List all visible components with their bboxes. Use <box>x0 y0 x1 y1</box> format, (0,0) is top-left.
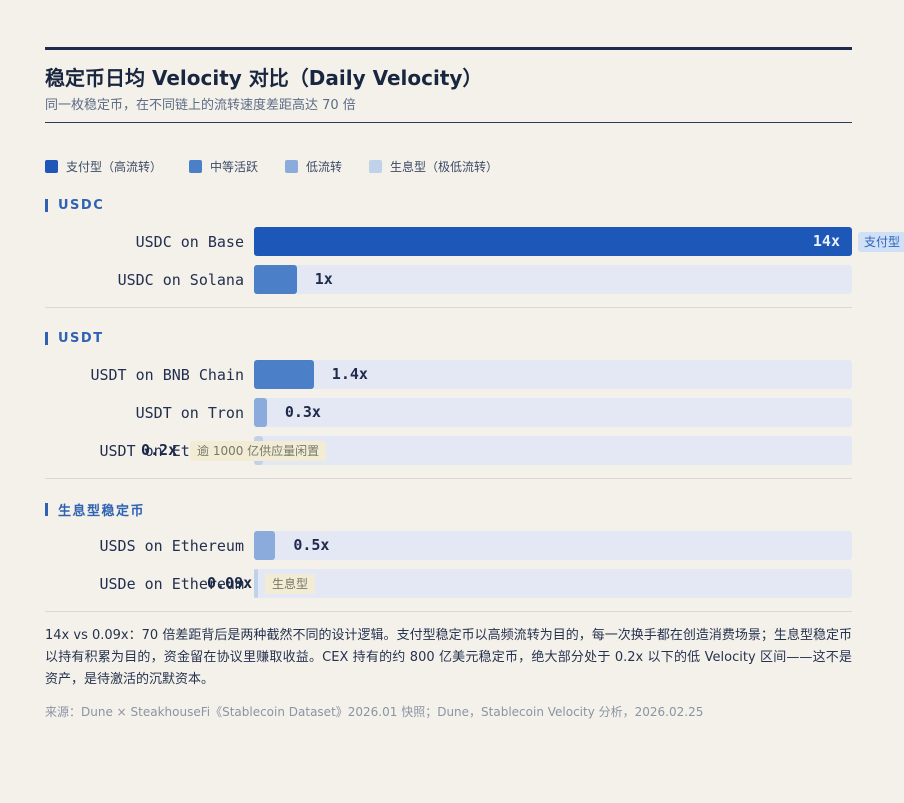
chart-card: 稳定币日均 Velocity 对比（Daily Velocity） 同一枚稳定币… <box>0 47 904 720</box>
bar-track <box>254 436 852 465</box>
bar-row-usde-ethereum: USDe on Ethereum 0.09x 生息型 <box>45 569 852 598</box>
section-accent-bar <box>45 502 48 516</box>
bar-row-usdc-base: USDC on Base 14x 支付型 <box>45 227 904 256</box>
bar-row-usdt-tron: USDT on Tron 0.3x <box>45 398 852 427</box>
legend-swatch-verylow <box>369 160 383 173</box>
section-title: 生息型稳定币 <box>58 503 146 519</box>
bar-row-usdt-bnb: USDT on BNB Chain 1.4x <box>45 360 852 389</box>
legend-item-verylow: 生息型（极低流转） <box>369 158 498 175</box>
velocity-bar <box>254 569 258 598</box>
section-header: USDC <box>45 197 852 213</box>
velocity-bar <box>254 398 267 427</box>
legend-swatch-payment <box>45 160 58 173</box>
bar-value-label: 14x <box>812 232 840 250</box>
legend: 支付型（高流转） 中等活跃 低流转 生息型（极低流转） <box>45 158 852 175</box>
footer-note: 14x vs 0.09x：70 倍差距背后是两种截然不同的设计逻辑。支付型稳定币… <box>45 628 852 687</box>
legend-label: 低流转 <box>306 160 343 174</box>
row-label: USDC on Base <box>135 232 244 251</box>
velocity-bar: 14x <box>254 227 852 256</box>
page-title: 稳定币日均 Velocity 对比（Daily Velocity） <box>45 66 483 90</box>
bar-value-label: 1.4x <box>331 365 368 383</box>
section-accent-bar <box>45 198 48 212</box>
section-title: USDC <box>58 197 105 213</box>
section-usdc: USDC USDC on Base 14x 支付型 USDC on Solana… <box>45 197 904 294</box>
section-divider <box>45 478 852 479</box>
bar-row-usdc-solana: USDC on Solana 1x <box>45 265 852 294</box>
section-yield: 生息型稳定币 USDS on Ethereum 0.5x USDe on Eth… <box>45 501 852 598</box>
section-header: 生息型稳定币 <box>45 501 852 519</box>
row-label: USDe on Ethereum <box>99 574 245 593</box>
section-usdt: USDT USDT on BNB Chain 1.4x USDT on Tron… <box>45 330 852 465</box>
header-divider <box>45 122 852 123</box>
footer-divider <box>45 611 852 612</box>
legend-item-low: 低流转 <box>285 158 342 175</box>
legend-item-medium: 中等活跃 <box>189 158 258 175</box>
velocity-bar <box>254 265 297 294</box>
bar-track: 0.3x <box>254 398 852 427</box>
legend-label: 中等活跃 <box>210 160 259 174</box>
legend-label: 生息型（极低流转） <box>390 160 499 174</box>
velocity-bar <box>254 360 314 389</box>
legend-item-payment: 支付型（高流转） <box>45 158 162 175</box>
section-title: USDT <box>58 330 104 346</box>
legend-swatch-medium <box>189 160 203 173</box>
annotation-badge: 生息型 <box>265 573 316 594</box>
bar-value-label: 1x <box>314 270 333 288</box>
bar-value-label: 0.3x <box>284 403 321 421</box>
tier-badge: 支付型 <box>858 231 904 252</box>
row-label: USDC on Solana <box>117 270 244 289</box>
bar-track: 1x <box>254 265 852 294</box>
legend-label: 支付型（高流转） <box>66 160 163 174</box>
legend-swatch-low <box>285 160 299 173</box>
top-rule <box>45 47 852 50</box>
annotation-badge: 逾 1000 亿供应量闲置 <box>190 440 327 461</box>
source-line: 来源：Dune × SteakhouseFi《Stablecoin Datase… <box>45 705 704 719</box>
row-label: USDS on Ethereum <box>99 536 245 555</box>
velocity-bar <box>254 531 276 560</box>
bar-row-usds-ethereum: USDS on Ethereum 0.5x <box>45 531 852 560</box>
bar-track: 0.5x <box>254 531 852 560</box>
bar-value-label: 0.5x <box>293 536 330 554</box>
bar-row-usdt-ethereum: USDT on Ethereum 0.2x 逾 1000 亿供应量闲置 <box>45 436 852 465</box>
page-subtitle: 同一枚稳定币，在不同链上的流转速度差距高达 70 倍 <box>45 98 356 113</box>
row-label: USDT on Tron <box>135 403 244 422</box>
bar-track <box>254 569 852 598</box>
bar-track: 14x 支付型 <box>254 227 904 256</box>
bar-track: 1.4x <box>254 360 852 389</box>
bar-value-label: 0.2x <box>141 441 178 459</box>
bar-value-label: 0.09x <box>207 574 253 592</box>
section-accent-bar <box>45 331 48 345</box>
row-label: USDT on BNB Chain <box>90 365 244 384</box>
section-divider <box>45 307 852 308</box>
section-header: USDT <box>45 330 852 346</box>
